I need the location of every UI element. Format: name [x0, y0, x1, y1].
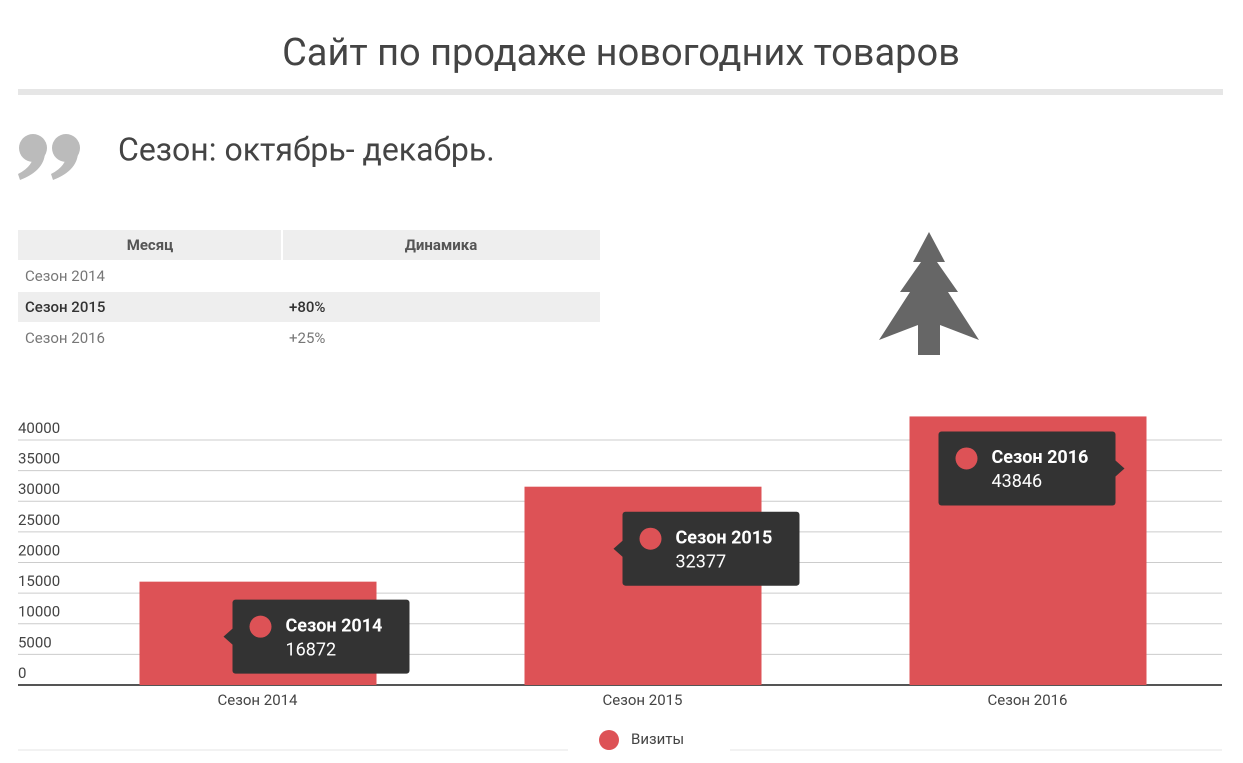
tooltip-arrow	[223, 628, 233, 645]
quote-icon	[18, 134, 80, 180]
tooltip: Сезон 2014 16872	[223, 599, 410, 674]
tooltip-value: 32377	[676, 551, 727, 572]
y-tick-label: 5000	[18, 633, 52, 651]
x-tick-label: Сезон 2016	[988, 691, 1068, 709]
y-tick-label: 40000	[18, 419, 60, 437]
tooltip-value: 16872	[286, 639, 337, 660]
table-cell: +25%	[289, 329, 325, 347]
title: Сайт по продаже новогодних товаров	[282, 31, 960, 75]
tooltip-box	[232, 599, 410, 674]
x-tick-label: Сезон 2014	[218, 691, 299, 709]
table-cell: Сезон 2016	[25, 329, 105, 347]
tooltip-box	[938, 431, 1116, 506]
tooltip-title: Сезон 2014	[286, 615, 383, 636]
tooltip-dot	[639, 527, 662, 550]
y-tick-label: 15000	[18, 572, 60, 590]
tooltip-dot	[955, 447, 978, 470]
legend-swatch	[599, 730, 619, 750]
tooltip: Сезон 2015 32377	[613, 511, 800, 586]
table: Месяц Динамика Сезон 2014 Сезон 2015 +80% Сез…	[18, 230, 600, 347]
x-tick-label: Сезон 2015	[603, 691, 683, 709]
chart: 0 5000 10000 15000 20000 25000 30000 35000 40000…	[18, 416, 1222, 750]
y-tick-label: 25000	[18, 511, 60, 529]
subtitle: Сезон: октябрь- декабрь.	[118, 130, 495, 168]
y-tick-label: 0	[18, 664, 26, 682]
y-tick-label: 35000	[18, 450, 60, 468]
legend: Визиты	[599, 730, 684, 750]
header-bg	[18, 230, 600, 260]
tooltip-box	[622, 511, 800, 586]
legend-label: Визиты	[631, 730, 684, 748]
tooltip-title: Сезон 2016	[992, 447, 1089, 468]
tooltip: Сезон 2016 43846	[938, 431, 1125, 506]
y-tick-label: 10000	[18, 603, 60, 621]
y-tick-label: 20000	[18, 541, 60, 559]
header-cell: Месяц	[127, 236, 174, 254]
tree-icon	[879, 232, 979, 355]
title-rule	[18, 89, 1223, 95]
tooltip-arrow	[1115, 460, 1125, 477]
tooltip-title: Сезон 2015	[676, 527, 773, 548]
header-cell: Динамика	[405, 236, 478, 254]
table-cell: Сезон 2015	[25, 298, 105, 316]
y-tick-label: 30000	[18, 480, 60, 498]
row-bg	[18, 292, 600, 322]
tooltip-value: 43846	[992, 471, 1043, 492]
tooltip-arrow	[613, 540, 623, 557]
tooltip-dot	[249, 615, 272, 638]
table-cell: Сезон 2014	[25, 267, 106, 285]
table-cell: +80%	[289, 298, 325, 316]
